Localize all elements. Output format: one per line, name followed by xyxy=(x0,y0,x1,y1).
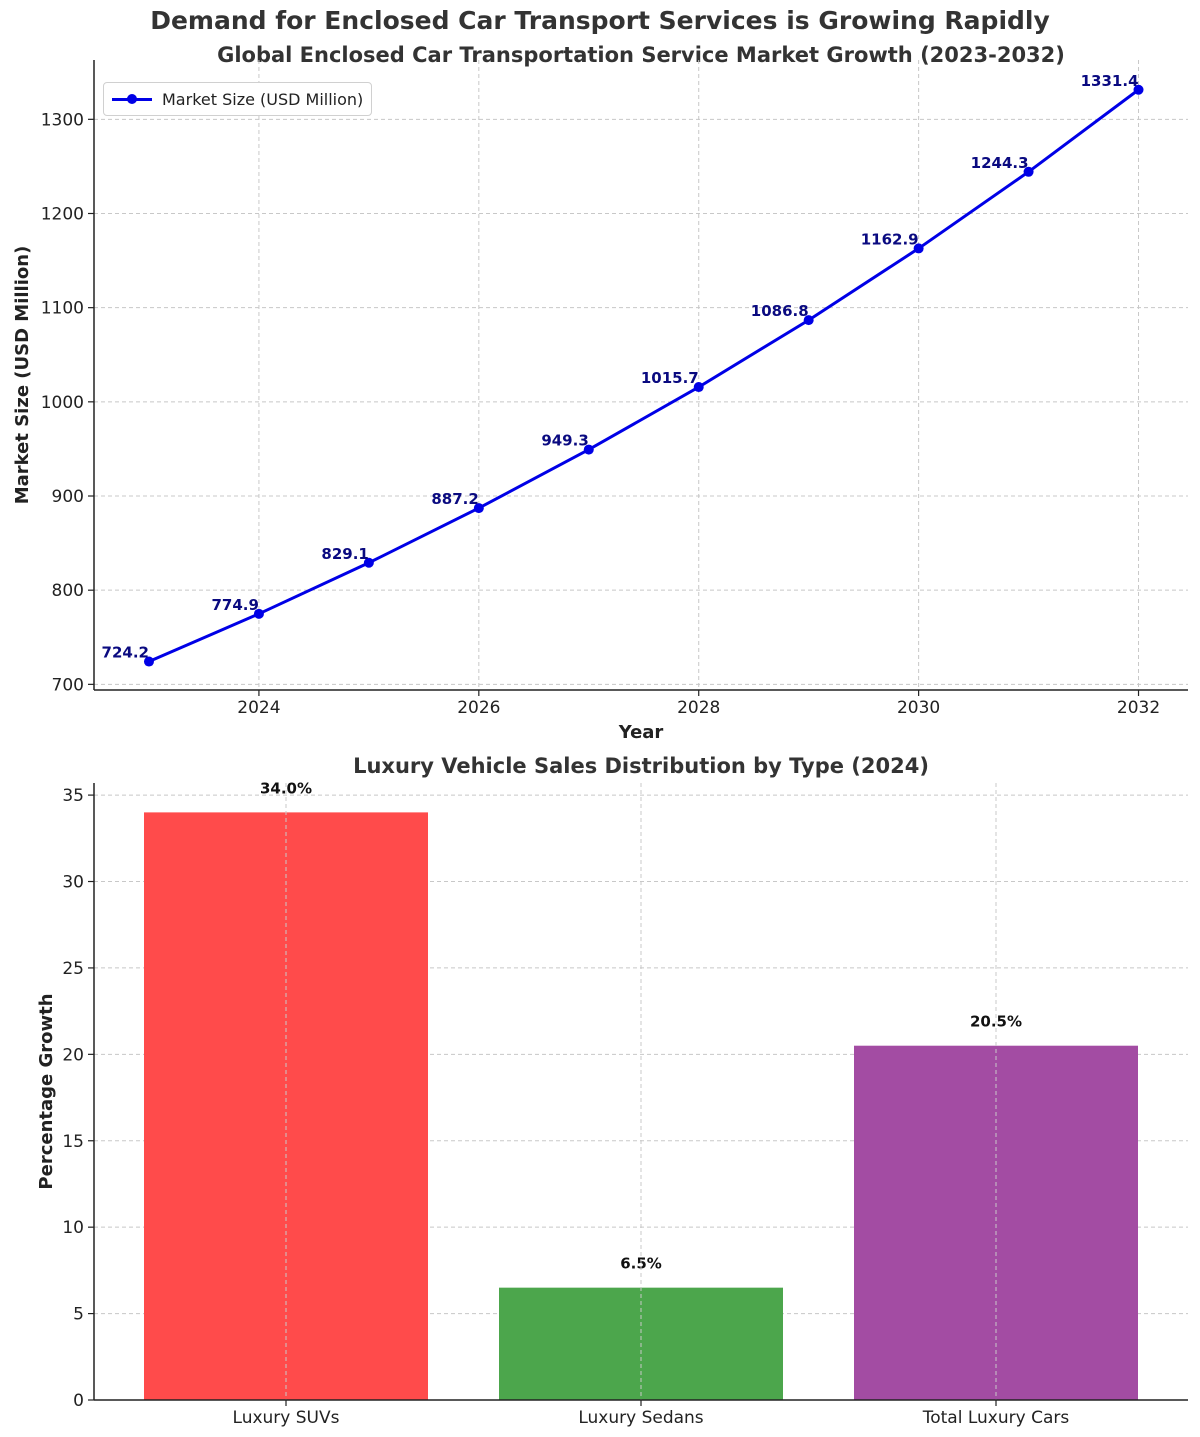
y-tick-label: 5 xyxy=(73,1305,84,1325)
data-point xyxy=(363,557,374,568)
data-point-label: 1244.3 xyxy=(971,154,1029,172)
y-tick-label: 1100 xyxy=(41,299,84,319)
market-size-line xyxy=(148,88,1140,663)
line-chart-legend: Market Size (USD Million) xyxy=(103,82,373,116)
data-point xyxy=(143,656,154,667)
x-tick-label: Luxury SUVs xyxy=(233,1408,340,1428)
data-point-label: 1086.8 xyxy=(751,302,809,320)
data-point xyxy=(473,503,484,514)
y-tick-label: 900 xyxy=(52,487,84,507)
y-axis-label: Percentage Growth xyxy=(36,993,57,1189)
data-point xyxy=(913,243,924,254)
data-point-label: 1015.7 xyxy=(641,369,699,387)
data-point-label: 829.1 xyxy=(321,545,368,563)
legend-label: Market Size (USD Million) xyxy=(162,89,364,109)
y-tick-label: 700 xyxy=(52,675,84,695)
y-tick-label: 15 xyxy=(62,1132,84,1152)
data-point-label: 1162.9 xyxy=(861,230,919,248)
data-point-label: 887.2 xyxy=(431,490,478,508)
x-tick-label: 2026 xyxy=(457,698,500,718)
line-chart-title: Global Enclosed Car Transportation Servi… xyxy=(217,43,1065,67)
bar-total-luxury-cars xyxy=(854,1045,1138,1400)
data-point-label: 949.3 xyxy=(541,432,588,450)
y-tick-label: 10 xyxy=(62,1218,84,1238)
y-tick-label: 1200 xyxy=(41,204,84,224)
y-tick-label: 1300 xyxy=(41,110,84,130)
y-tick-label: 0 xyxy=(73,1391,84,1411)
bar-value-label: 34.0% xyxy=(260,779,312,797)
x-axis-label: Year xyxy=(618,722,664,743)
y-tick-label: 35 xyxy=(62,786,84,806)
bar-chart-title: Luxury Vehicle Sales Distribution by Typ… xyxy=(353,754,929,778)
data-point xyxy=(1023,166,1034,177)
data-point-label: 1331.4 xyxy=(1081,72,1139,90)
x-tick-label: 2028 xyxy=(677,698,720,718)
line-chart: 700 800 900 1000 1100 1200 1300 2024 2026 2028 203… xyxy=(12,60,1188,743)
x-tick-label: 2032 xyxy=(1117,698,1160,718)
data-point xyxy=(803,315,814,326)
y-tick-label: 25 xyxy=(62,959,84,979)
figure-suptitle: Demand for Enclosed Car Transport Servic… xyxy=(150,6,1050,35)
y-tick-label: 1000 xyxy=(41,393,84,413)
bar-value-label: 6.5% xyxy=(620,1255,662,1273)
x-tick-label: 2024 xyxy=(237,698,280,718)
y-tick-label: 30 xyxy=(62,873,84,893)
data-point xyxy=(693,382,704,393)
y-axis-label: Market Size (USD Million) xyxy=(12,246,33,505)
data-point xyxy=(253,608,264,619)
data-point xyxy=(583,444,594,455)
data-point xyxy=(1133,84,1144,95)
x-tick-label: Luxury Sedans xyxy=(578,1408,703,1428)
y-tick-label: 20 xyxy=(62,1045,84,1065)
x-tick-label: Total Luxury Cars xyxy=(922,1408,1070,1428)
line-marker-icon xyxy=(112,92,152,106)
data-point-label: 774.9 xyxy=(211,596,258,614)
x-tick-label: 2030 xyxy=(897,698,940,718)
data-point-label: 724.2 xyxy=(102,644,149,662)
y-tick-label: 800 xyxy=(52,581,84,601)
